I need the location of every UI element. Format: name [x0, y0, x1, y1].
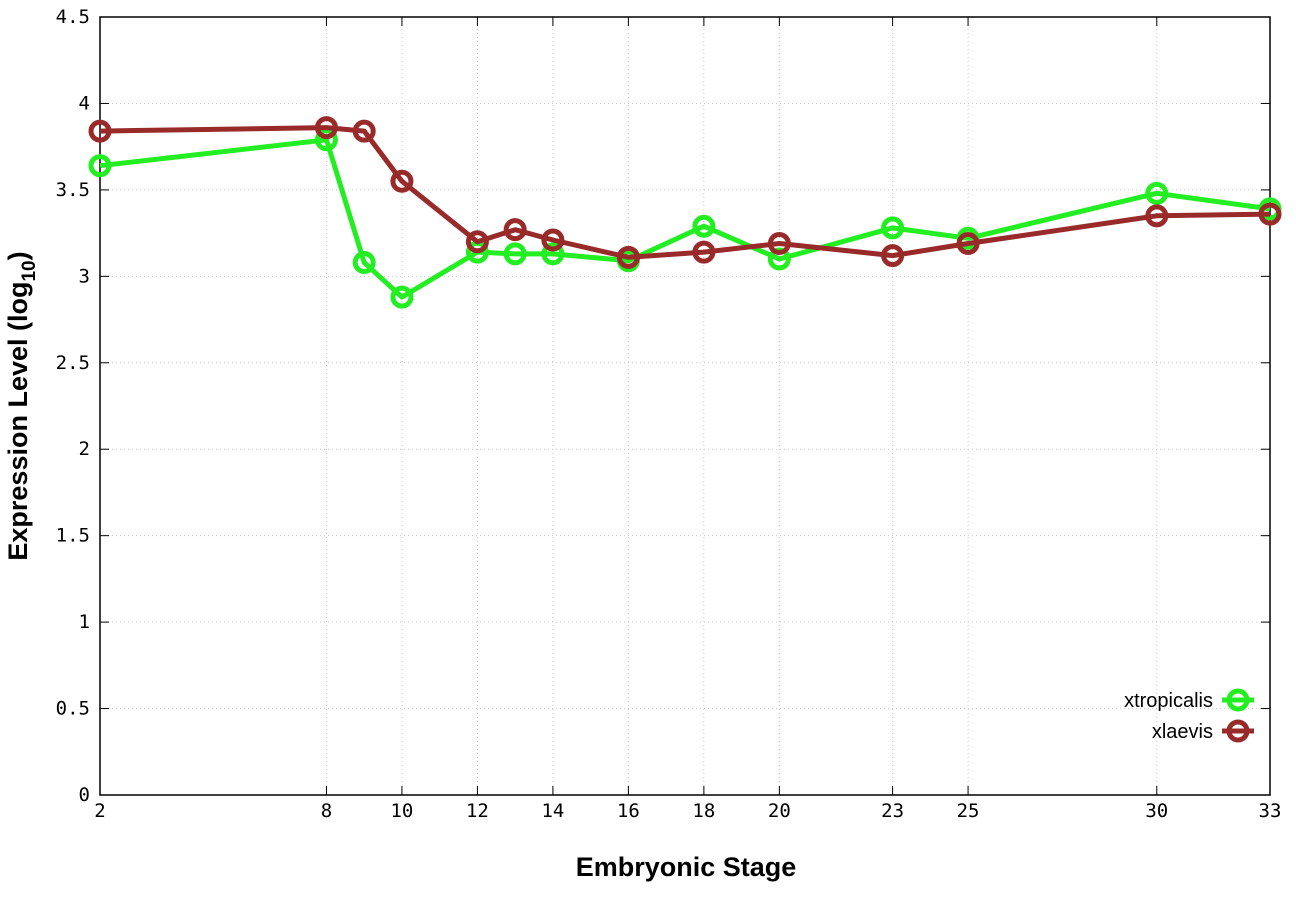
x-tick-label: 12: [466, 800, 489, 822]
data-point-xlaevis: [88, 119, 112, 143]
data-point-xtropicalis: [692, 214, 716, 238]
y-tick-label: 1: [79, 611, 90, 633]
data-point-xtropicalis: [881, 216, 905, 240]
axis-ticks: [99, 16, 1271, 796]
series-layer: [88, 116, 1282, 309]
x-tick-label: 2: [94, 800, 105, 822]
y-tick-label: 4.5: [56, 6, 90, 28]
data-point-xtropicalis: [88, 154, 112, 178]
data-point-xtropicalis: [541, 242, 565, 266]
x-tick-label: 10: [390, 800, 413, 822]
data-point-xlaevis: [314, 116, 338, 140]
legend-label-xlaevis: xlaevis: [1152, 721, 1213, 743]
legend-marker-xlaevis: [1226, 719, 1250, 743]
y-axis-title: Expression Level (log10): [3, 251, 40, 560]
y-tick-label: 0.5: [56, 698, 90, 720]
data-point-xtropicalis: [1145, 181, 1169, 205]
y-axis-title-main: Expression Level (log: [3, 282, 33, 561]
data-point-xlaevis: [692, 240, 716, 264]
x-tick-label: 8: [321, 800, 332, 822]
x-tick-label: 33: [1259, 800, 1282, 822]
plot-frame: [99, 16, 1271, 796]
legend-label-xtropicalis: xtropicalis: [1124, 690, 1213, 712]
data-point-xlaevis: [1258, 202, 1282, 226]
data-point-xtropicalis: [352, 251, 376, 275]
x-tick-label: 23: [881, 800, 904, 822]
x-tick-label: 30: [1145, 800, 1168, 822]
data-point-xlaevis: [352, 119, 376, 143]
data-point-xtropicalis: [314, 128, 338, 152]
data-point-xlaevis: [881, 244, 905, 268]
y-tick-labels: 0 0.5 1 1.5 2 2.5 3 3.5 4 4.5: [56, 6, 90, 806]
data-point-xlaevis: [541, 228, 565, 252]
data-point-xlaevis: [1145, 204, 1169, 228]
data-point-xlaevis: [616, 245, 640, 269]
y-tick-label: 2: [79, 438, 90, 460]
data-point-xtropicalis: [503, 242, 527, 266]
y-tick-label: 1.5: [56, 525, 90, 547]
legend: xtropicalis xlaevis: [1124, 688, 1254, 743]
y-tick-label: 3.5: [56, 179, 90, 201]
data-point-xlaevis: [390, 169, 414, 193]
series-xlaevis: [88, 116, 1282, 269]
data-point-xtropicalis: [390, 285, 414, 309]
x-tick-labels: 2 8 10 12 14 16 18 20 23 25 30 33: [94, 800, 1281, 822]
y-axis-title-close: ): [3, 251, 33, 260]
series-xtropicalis: [88, 128, 1282, 309]
data-point-xlaevis: [767, 231, 791, 255]
grid-lines: [100, 17, 1270, 795]
y-tick-label: 4: [79, 92, 90, 114]
x-tick-label: 20: [768, 800, 791, 822]
series-line-xtropicalis: [99, 137, 1271, 300]
y-axis-title-subscript: 10: [19, 260, 40, 281]
x-tick-label: 18: [692, 800, 715, 822]
y-tick-label: 2.5: [56, 352, 90, 374]
y-tick-label: 3: [79, 265, 90, 287]
legend-marker-xtropicalis: [1226, 688, 1250, 712]
y-tick-label: 0: [79, 784, 90, 806]
x-tick-label: 25: [957, 800, 980, 822]
x-tick-label: 14: [541, 800, 564, 822]
x-axis-title: Embryonic Stage: [576, 852, 797, 882]
data-point-xlaevis: [956, 231, 980, 255]
data-point-xlaevis: [465, 230, 489, 254]
x-tick-label: 16: [617, 800, 640, 822]
data-point-xlaevis: [503, 218, 527, 242]
